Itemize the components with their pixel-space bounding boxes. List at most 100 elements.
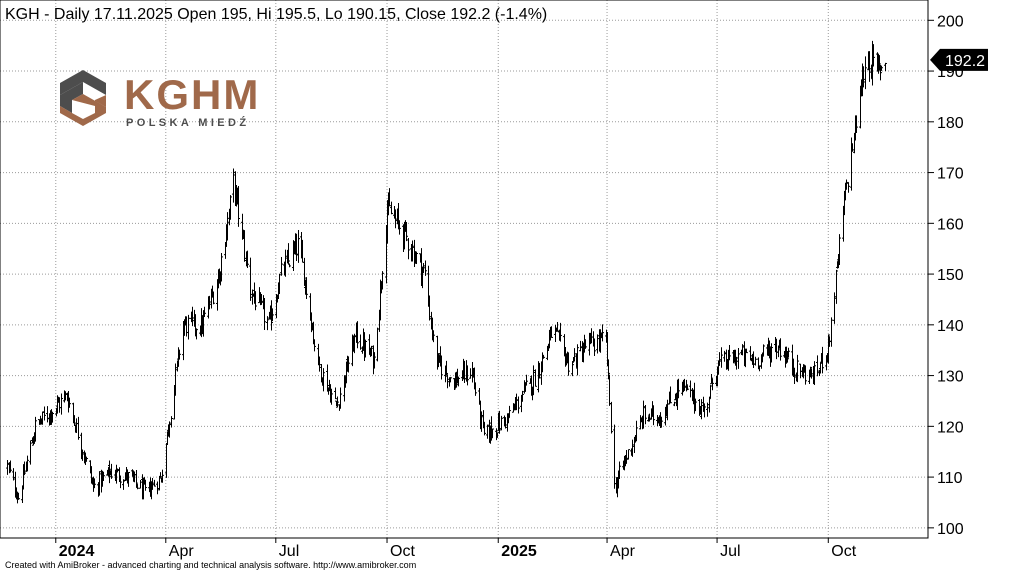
- x-tick-label: Oct: [831, 543, 856, 560]
- ohlc-bar: [428, 295, 431, 321]
- ohlc-bar: [151, 477, 154, 490]
- ohlc-bar: [607, 359, 610, 380]
- ohlc-bar: [212, 291, 215, 305]
- ohlc-bar: [694, 398, 697, 412]
- last-price-label: 192.2: [945, 53, 985, 70]
- ohlc-bar: [741, 344, 744, 356]
- ohlc-bar: [809, 366, 812, 378]
- kghm-logo: KGHM POLSKA MIEDŹ: [60, 70, 258, 129]
- ohlc-bar: [723, 350, 726, 362]
- ohlc-bar: [202, 310, 205, 337]
- ohlc-bar: [260, 294, 263, 305]
- ohlc-bar: [735, 356, 738, 370]
- ohlc-bar: [884, 62, 887, 72]
- ohlc-bar: [601, 324, 604, 342]
- x-tick-label: 2024: [59, 543, 95, 560]
- ohlc-bar: [504, 417, 507, 429]
- ohlc-bar: [237, 185, 240, 227]
- ohlc-bar: [706, 402, 709, 417]
- ohlc-bar: [559, 322, 562, 342]
- ohlc-bar: [153, 479, 156, 487]
- ohlc-bar: [6, 459, 9, 475]
- ohlc-bar: [356, 321, 359, 349]
- ohlc-bar: [573, 348, 576, 362]
- ohlc-bar: [68, 397, 71, 408]
- ohlc-bar: [525, 374, 528, 386]
- ohlc-bar: [178, 349, 181, 360]
- ohlc-bar: [168, 421, 171, 438]
- ohlc-bar: [491, 428, 494, 439]
- x-tick-label: Jul: [720, 543, 740, 560]
- ohlc-bar: [445, 360, 448, 376]
- ohlc-bar: [84, 452, 87, 465]
- ohlc-bar: [498, 410, 501, 434]
- ohlc-bar: [827, 334, 830, 364]
- ohlc-bar: [673, 401, 676, 407]
- x-tick-label: Apr: [169, 543, 195, 560]
- ohlc-bar: [737, 347, 740, 369]
- ohlc-bar: [119, 475, 122, 489]
- ohlc-bar: [625, 449, 628, 464]
- ohlc-bar: [596, 334, 599, 354]
- ohlc-bar: [232, 168, 235, 203]
- ohlc-bar: [618, 461, 621, 480]
- ohlc-bar: [85, 456, 88, 462]
- ohlc-bar: [474, 382, 477, 396]
- ohlc-bar: [711, 378, 714, 391]
- logo-hexagon-left: [60, 82, 83, 113]
- ohlc-bar: [833, 292, 836, 324]
- ohlc-bar: [339, 387, 342, 409]
- ohlc-bar: [631, 439, 634, 457]
- y-tick-label: 110: [937, 470, 963, 487]
- chart-title: KGH - Daily 17.11.2025 Open 195, Hi 195.…: [5, 6, 547, 23]
- ohlc-bar: [81, 449, 84, 461]
- ohlc-bar: [12, 468, 15, 481]
- ohlc-bar: [793, 367, 796, 384]
- ohlc-bar: [656, 415, 659, 427]
- ohlc-bar: [359, 334, 362, 350]
- ohlc-bar: [703, 403, 706, 418]
- ohlc-bar: [98, 471, 101, 496]
- ohlc-bar: [364, 339, 367, 358]
- ohlc-bar: [686, 385, 689, 391]
- ohlc-bar: [288, 263, 291, 268]
- ohlc-bar: [187, 314, 190, 340]
- logo-hexagon-bottom: [60, 94, 106, 126]
- ohlc-bar: [868, 51, 871, 82]
- ohlc-bar: [29, 440, 32, 465]
- y-tick-label: 170: [937, 166, 964, 183]
- ohlc-bar: [322, 368, 325, 392]
- logo-hexagon-right: [95, 95, 106, 107]
- ohlc-bar: [677, 378, 680, 399]
- ohlc-bar: [835, 269, 838, 304]
- ohlc-bar: [851, 143, 854, 152]
- ohlc-bar: [584, 339, 587, 349]
- ohlc-bar: [457, 376, 460, 387]
- ohlc-bar: [170, 416, 173, 428]
- ohlc-bar: [449, 377, 452, 383]
- x-axis: 2024 Apr Jul Oct 2025 Apr Jul Oct: [55, 538, 857, 560]
- ohlc-bar: [762, 344, 765, 356]
- ohlc-bar: [246, 250, 249, 269]
- ohlc-bar: [9, 460, 12, 473]
- ohlc-bar: [41, 411, 44, 425]
- ohlc-bar: [254, 291, 257, 311]
- y-tick-label: 180: [937, 115, 964, 132]
- y-tick-label: 120: [937, 419, 964, 436]
- ohlc-bar: [34, 416, 37, 442]
- ohlc-bar: [796, 354, 799, 383]
- ohlc-bar: [60, 393, 63, 415]
- ohlc-bar: [728, 344, 731, 361]
- ohlc-bar: [847, 181, 850, 193]
- ohlc-bar: [744, 348, 747, 368]
- ohlc-bar: [515, 393, 518, 411]
- ohlc-bar: [203, 306, 206, 317]
- ohlc-bar: [486, 424, 489, 439]
- ohlc-bar: [422, 263, 425, 274]
- ohlc-bar: [593, 338, 596, 357]
- ohlc-bar: [864, 56, 867, 90]
- ohlc-bar: [642, 400, 645, 429]
- ohlc-bar: [424, 260, 427, 276]
